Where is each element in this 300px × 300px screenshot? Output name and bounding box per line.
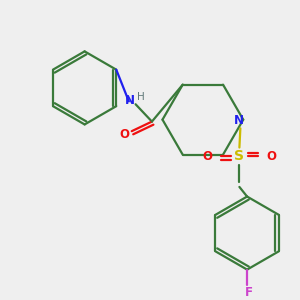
Text: N: N [125, 94, 135, 107]
Text: O: O [119, 128, 129, 141]
Text: F: F [245, 286, 253, 299]
Text: S: S [234, 149, 244, 163]
Text: H: H [137, 92, 145, 102]
Text: O: O [266, 150, 276, 163]
Text: N: N [233, 114, 243, 127]
Text: O: O [203, 150, 213, 163]
